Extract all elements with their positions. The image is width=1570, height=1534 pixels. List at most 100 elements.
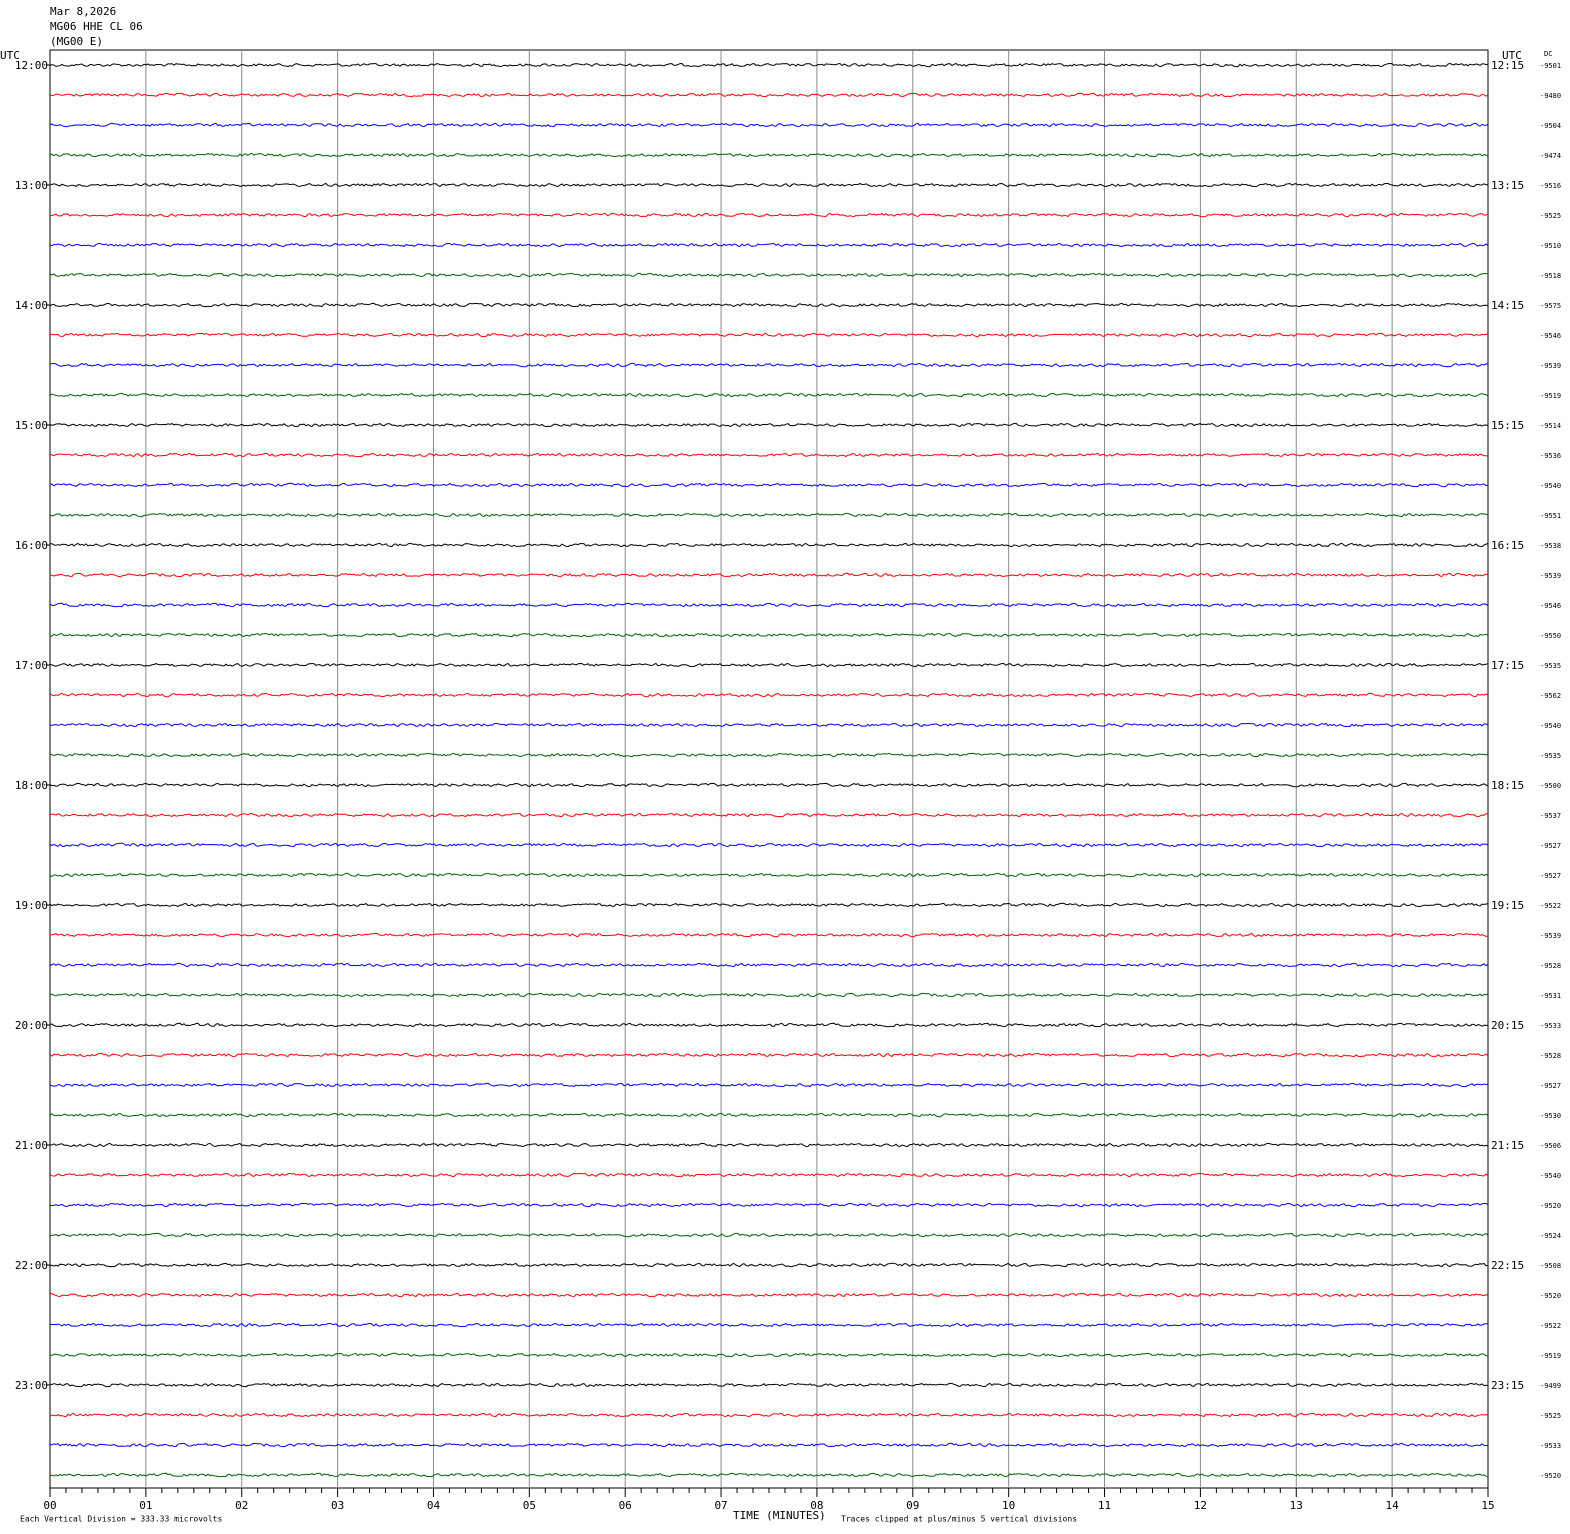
dc-value: -9535 [1540, 662, 1561, 670]
dc-value: -9575 [1540, 302, 1561, 310]
trace [49, 722, 1489, 728]
right-time-label: 12:15 [1491, 59, 1524, 72]
plot-frame [49, 49, 1489, 1489]
x-tick-label: 14 [1386, 1499, 1400, 1512]
right-time-label: 20:15 [1491, 1019, 1524, 1032]
dc-value: -9508 [1540, 1262, 1561, 1270]
dc-value: -9500 [1540, 782, 1561, 790]
dc-title: DC [1544, 50, 1552, 58]
trace [49, 182, 1489, 188]
dc-value: -9536 [1540, 452, 1561, 460]
right-axis-title: UTC [1502, 49, 1522, 62]
time-axis-title: TIME (MINUTES) [733, 1509, 826, 1522]
dc-value: -9520 [1540, 1292, 1561, 1300]
dc-value: -9520 [1540, 1472, 1561, 1480]
trace [49, 572, 1489, 578]
dc-value: -9522 [1540, 1322, 1561, 1330]
dc-value: -9525 [1540, 212, 1561, 220]
dc-value: -9539 [1540, 362, 1561, 370]
x-tick-label: 06 [619, 1499, 632, 1512]
x-tick-label: 01 [139, 1499, 152, 1512]
right-time-label: 13:15 [1491, 179, 1524, 192]
trace [49, 902, 1489, 908]
dc-value: -9550 [1540, 632, 1561, 640]
trace [49, 692, 1489, 698]
right-time-label: 22:15 [1491, 1259, 1524, 1272]
left-time-label: 23:00 [15, 1379, 48, 1392]
trace [49, 152, 1489, 158]
trace [49, 62, 1489, 68]
trace [49, 452, 1489, 458]
dc-value: -9530 [1540, 1112, 1561, 1120]
scale-note: Each Vertical Division = 333.33 microvol… [20, 1515, 222, 1524]
x-tick-label: 04 [427, 1499, 441, 1512]
trace [49, 1142, 1489, 1148]
right-time-label: 23:15 [1491, 1379, 1524, 1392]
dc-value: -9540 [1540, 1172, 1561, 1180]
dc-value: -9533 [1540, 1022, 1561, 1030]
x-tick-label: 07 [714, 1499, 727, 1512]
trace [49, 122, 1489, 128]
right-time-label: 19:15 [1491, 899, 1524, 912]
dc-value: -9524 [1540, 1232, 1561, 1240]
left-time-label: 21:00 [15, 1139, 48, 1152]
right-time-label: 18:15 [1491, 779, 1524, 792]
dc-value: -9551 [1540, 512, 1561, 520]
left-time-label: 19:00 [15, 899, 48, 912]
trace [50, 932, 1489, 938]
trace [49, 992, 1489, 998]
trace [49, 332, 1489, 338]
trace [49, 422, 1489, 428]
trace [49, 362, 1489, 368]
left-time-label: 17:00 [15, 659, 48, 672]
dc-value: -9519 [1540, 1352, 1561, 1360]
dc-value: -9499 [1540, 1382, 1561, 1390]
clip-note: Traces clipped at plus/minus 5 vertical … [841, 1515, 1077, 1524]
dc-value: -9506 [1540, 1142, 1561, 1150]
dc-value: -9510 [1540, 242, 1561, 250]
x-tick-label: 03 [331, 1499, 344, 1512]
dc-value: -9520 [1540, 1202, 1561, 1210]
dc-value: -9528 [1540, 1052, 1561, 1060]
left-time-label: 12:00 [15, 59, 48, 72]
x-tick-label: 11 [1098, 1499, 1111, 1512]
trace [49, 92, 1489, 98]
trace [49, 1382, 1489, 1388]
x-tick-label: 13 [1290, 1499, 1303, 1512]
trace [49, 1082, 1489, 1088]
left-time-label: 22:00 [15, 1259, 48, 1272]
trace [49, 842, 1489, 848]
dc-value: -9546 [1540, 332, 1561, 340]
dc-value: -9519 [1540, 392, 1561, 400]
network: (MG00 E) [50, 35, 103, 48]
x-tick-label: 08 [810, 1499, 823, 1512]
trace [49, 1052, 1489, 1058]
trace [49, 1202, 1489, 1208]
left-time-label: 14:00 [15, 299, 48, 312]
trace [49, 212, 1489, 218]
trace [49, 632, 1489, 638]
left-time-label: 15:00 [15, 419, 48, 432]
trace [49, 662, 1489, 668]
dc-value: -9516 [1540, 182, 1561, 190]
dc-value: -9501 [1540, 62, 1561, 70]
trace [49, 302, 1489, 308]
dc-value: -9522 [1540, 902, 1561, 910]
dc-value: -9518 [1540, 272, 1561, 280]
dc-value: -9540 [1540, 722, 1561, 730]
left-time-label: 20:00 [15, 1019, 48, 1032]
right-time-label: 16:15 [1491, 539, 1524, 552]
trace [49, 1232, 1489, 1238]
trace [49, 812, 1489, 818]
trace [49, 272, 1489, 278]
trace [49, 1262, 1489, 1268]
x-tick-label: 12 [1194, 1499, 1207, 1512]
trace [49, 512, 1489, 518]
trace [49, 482, 1489, 488]
trace [49, 1412, 1489, 1418]
dc-value: -9527 [1540, 842, 1561, 850]
dc-value: -9514 [1540, 422, 1561, 430]
dc-value: -9480 [1540, 92, 1561, 100]
dc-value: -9539 [1540, 932, 1561, 940]
